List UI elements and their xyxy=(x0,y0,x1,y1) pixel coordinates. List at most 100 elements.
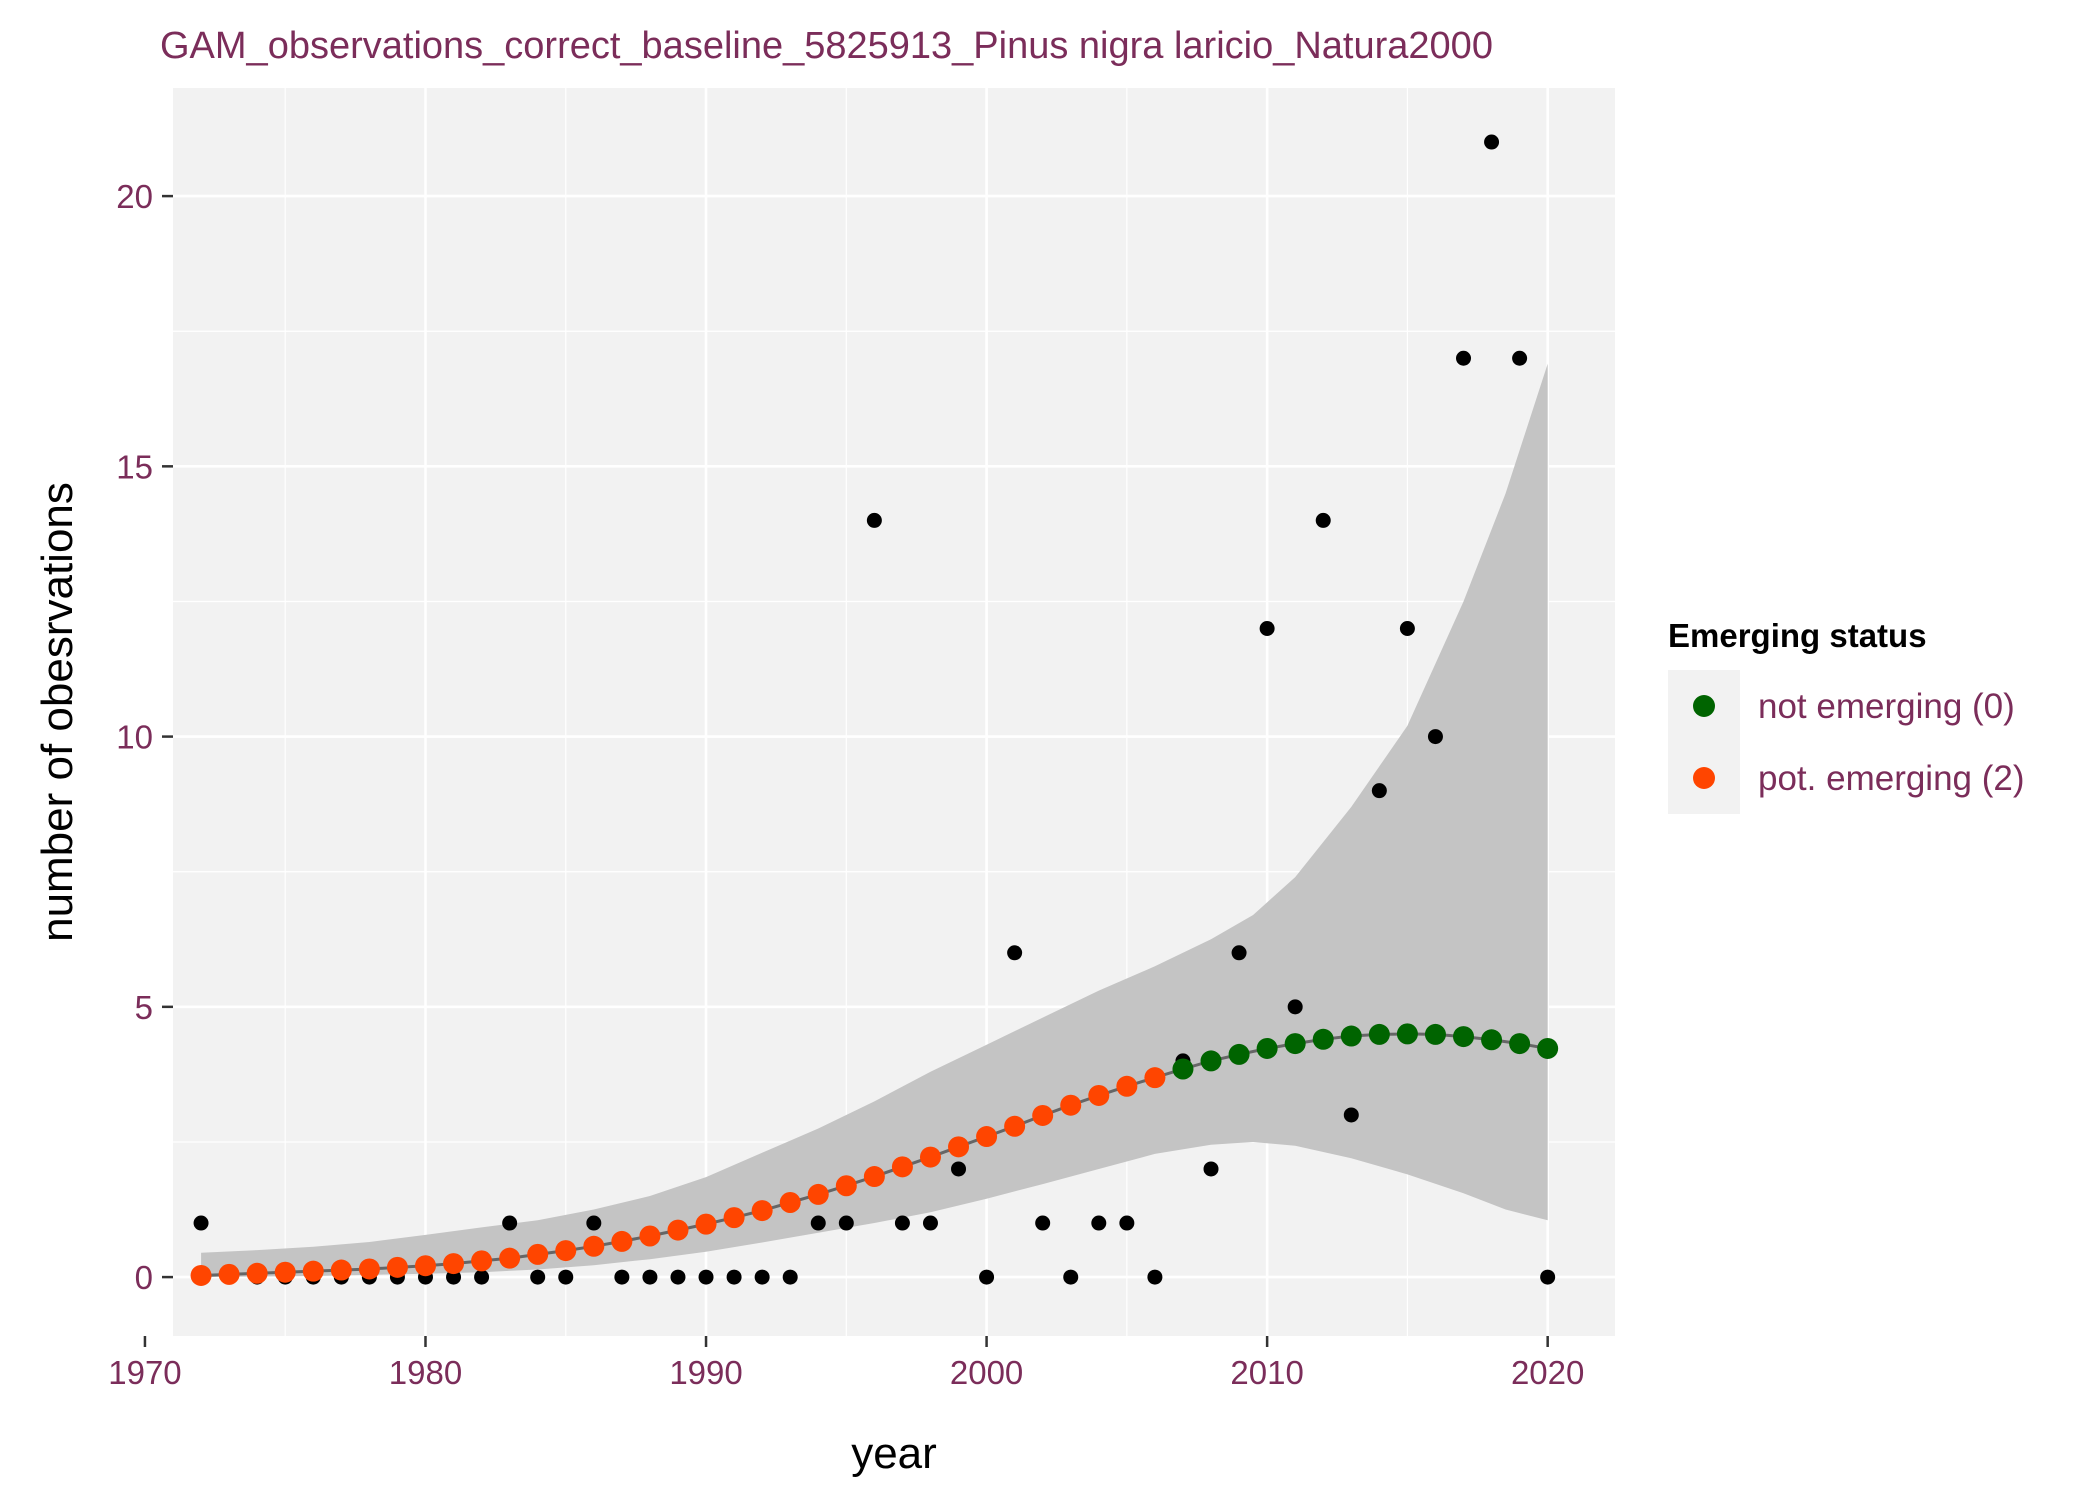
fitted-point-not-emerging xyxy=(1537,1037,1559,1059)
y-axis: 0 5 10 15 20 xyxy=(116,178,173,1296)
observed-point xyxy=(1119,1215,1135,1231)
fitted-point-pot-emerging xyxy=(443,1253,465,1275)
fitted-point-not-emerging xyxy=(1312,1028,1334,1050)
legend-key-background xyxy=(1668,670,1740,814)
fitted-point-pot-emerging xyxy=(639,1225,661,1247)
observed-point xyxy=(1315,512,1331,528)
x-tick-label: 2000 xyxy=(950,1354,1023,1391)
fitted-point-pot-emerging xyxy=(190,1264,212,1286)
x-axis: 1970 1980 1990 2000 2010 2020 xyxy=(108,1336,1584,1391)
fitted-point-pot-emerging xyxy=(695,1213,717,1235)
y-tick-label: 0 xyxy=(135,1259,153,1296)
y-axis-title: number of obesrvations xyxy=(33,482,82,942)
x-tick-label: 2010 xyxy=(1230,1354,1303,1391)
observed-point xyxy=(1512,350,1528,366)
observed-points xyxy=(193,134,1556,1285)
fitted-point-pot-emerging xyxy=(583,1235,605,1257)
observed-point xyxy=(1427,729,1443,745)
observed-point xyxy=(1007,945,1023,961)
observed-point xyxy=(838,1215,854,1231)
legend: Emerging status not emerging (0) pot. em… xyxy=(1668,617,2025,814)
observed-point xyxy=(642,1269,658,1285)
fitted-point-pot-emerging xyxy=(218,1263,240,1285)
observed-point xyxy=(530,1269,546,1285)
observed-point xyxy=(1259,620,1275,636)
fitted-point-not-emerging xyxy=(1424,1023,1446,1045)
legend-label-pot-emerging: pot. emerging (2) xyxy=(1758,759,2025,798)
confidence-ribbon xyxy=(201,363,1548,1278)
fitted-point-pot-emerging xyxy=(611,1230,633,1252)
observed-point xyxy=(1484,134,1500,150)
fitted-point-not-emerging xyxy=(1256,1037,1278,1059)
legend-label-not-emerging: not emerging (0) xyxy=(1758,687,2015,726)
fitted-point-pot-emerging xyxy=(976,1126,998,1148)
fitted-point-pot-emerging xyxy=(919,1146,941,1168)
fitted-point-pot-emerging xyxy=(1144,1067,1166,1089)
fitted-point-pot-emerging xyxy=(330,1259,352,1281)
fitted-point-pot-emerging xyxy=(527,1243,549,1265)
observed-point xyxy=(558,1269,574,1285)
observed-point xyxy=(474,1269,490,1285)
fitted-point-not-emerging xyxy=(1228,1043,1250,1065)
fitted-point-not-emerging xyxy=(1200,1050,1222,1072)
y-tick-label: 20 xyxy=(116,178,153,215)
observed-point xyxy=(1343,1107,1359,1123)
fitted-point-not-emerging xyxy=(1368,1023,1390,1045)
observed-point xyxy=(1147,1269,1163,1285)
fitted-point-pot-emerging xyxy=(246,1262,268,1284)
fitted-point-pot-emerging xyxy=(835,1175,857,1197)
legend-key-not-emerging xyxy=(1693,695,1715,717)
observed-point xyxy=(1399,620,1415,636)
fitted-point-not-emerging xyxy=(1396,1023,1418,1045)
observed-point xyxy=(1371,783,1387,799)
fitted-point-pot-emerging xyxy=(1032,1104,1054,1126)
observed-point xyxy=(1063,1269,1079,1285)
y-tick-label: 5 xyxy=(135,989,153,1026)
observed-point xyxy=(193,1215,209,1231)
observed-point xyxy=(754,1269,770,1285)
fitted-point-pot-emerging xyxy=(471,1250,493,1272)
observed-point xyxy=(810,1215,826,1231)
fitted-point-pot-emerging xyxy=(414,1255,436,1277)
observed-point xyxy=(894,1215,910,1231)
fitted-point-pot-emerging xyxy=(667,1219,689,1241)
fitted-point-pot-emerging xyxy=(891,1156,913,1178)
observed-point xyxy=(670,1269,686,1285)
fitted-point-not-emerging xyxy=(1481,1029,1503,1051)
observed-point xyxy=(782,1269,798,1285)
fitted-point-pot-emerging xyxy=(386,1256,408,1278)
observed-point xyxy=(979,1269,995,1285)
fitted-point-pot-emerging xyxy=(723,1207,745,1229)
fitted-point-pot-emerging xyxy=(302,1260,324,1282)
x-tick-label: 1970 xyxy=(108,1354,181,1391)
observed-point xyxy=(866,512,882,528)
observed-point xyxy=(698,1269,714,1285)
x-axis-title: year xyxy=(851,1429,937,1478)
fitted-point-pot-emerging xyxy=(358,1258,380,1280)
chart-title: GAM_observations_correct_baseline_582591… xyxy=(160,25,1493,67)
legend-title: Emerging status xyxy=(1668,617,1927,654)
x-tick-label: 1980 xyxy=(389,1354,462,1391)
x-tick-label: 1990 xyxy=(669,1354,742,1391)
fitted-point-pot-emerging xyxy=(751,1200,773,1222)
observed-point xyxy=(614,1269,630,1285)
observed-point xyxy=(1203,1161,1219,1177)
fitted-point-pot-emerging xyxy=(807,1183,829,1205)
observed-point xyxy=(951,1161,967,1177)
fitted-point-pot-emerging xyxy=(555,1240,577,1262)
fitted-point-not-emerging xyxy=(1172,1058,1194,1080)
observed-point xyxy=(586,1215,602,1231)
fitted-point-pot-emerging xyxy=(274,1261,296,1283)
observed-point xyxy=(1540,1269,1556,1285)
observed-point xyxy=(1456,350,1472,366)
observed-point xyxy=(1091,1215,1107,1231)
x-tick-label: 2020 xyxy=(1511,1354,1584,1391)
observed-point xyxy=(922,1215,938,1231)
fitted-point-pot-emerging xyxy=(779,1191,801,1213)
legend-key-pot-emerging xyxy=(1693,767,1715,789)
observed-point xyxy=(1035,1215,1051,1231)
observed-point xyxy=(726,1269,742,1285)
fitted-point-not-emerging xyxy=(1340,1025,1362,1047)
fitted-point-not-emerging xyxy=(1509,1033,1531,1055)
